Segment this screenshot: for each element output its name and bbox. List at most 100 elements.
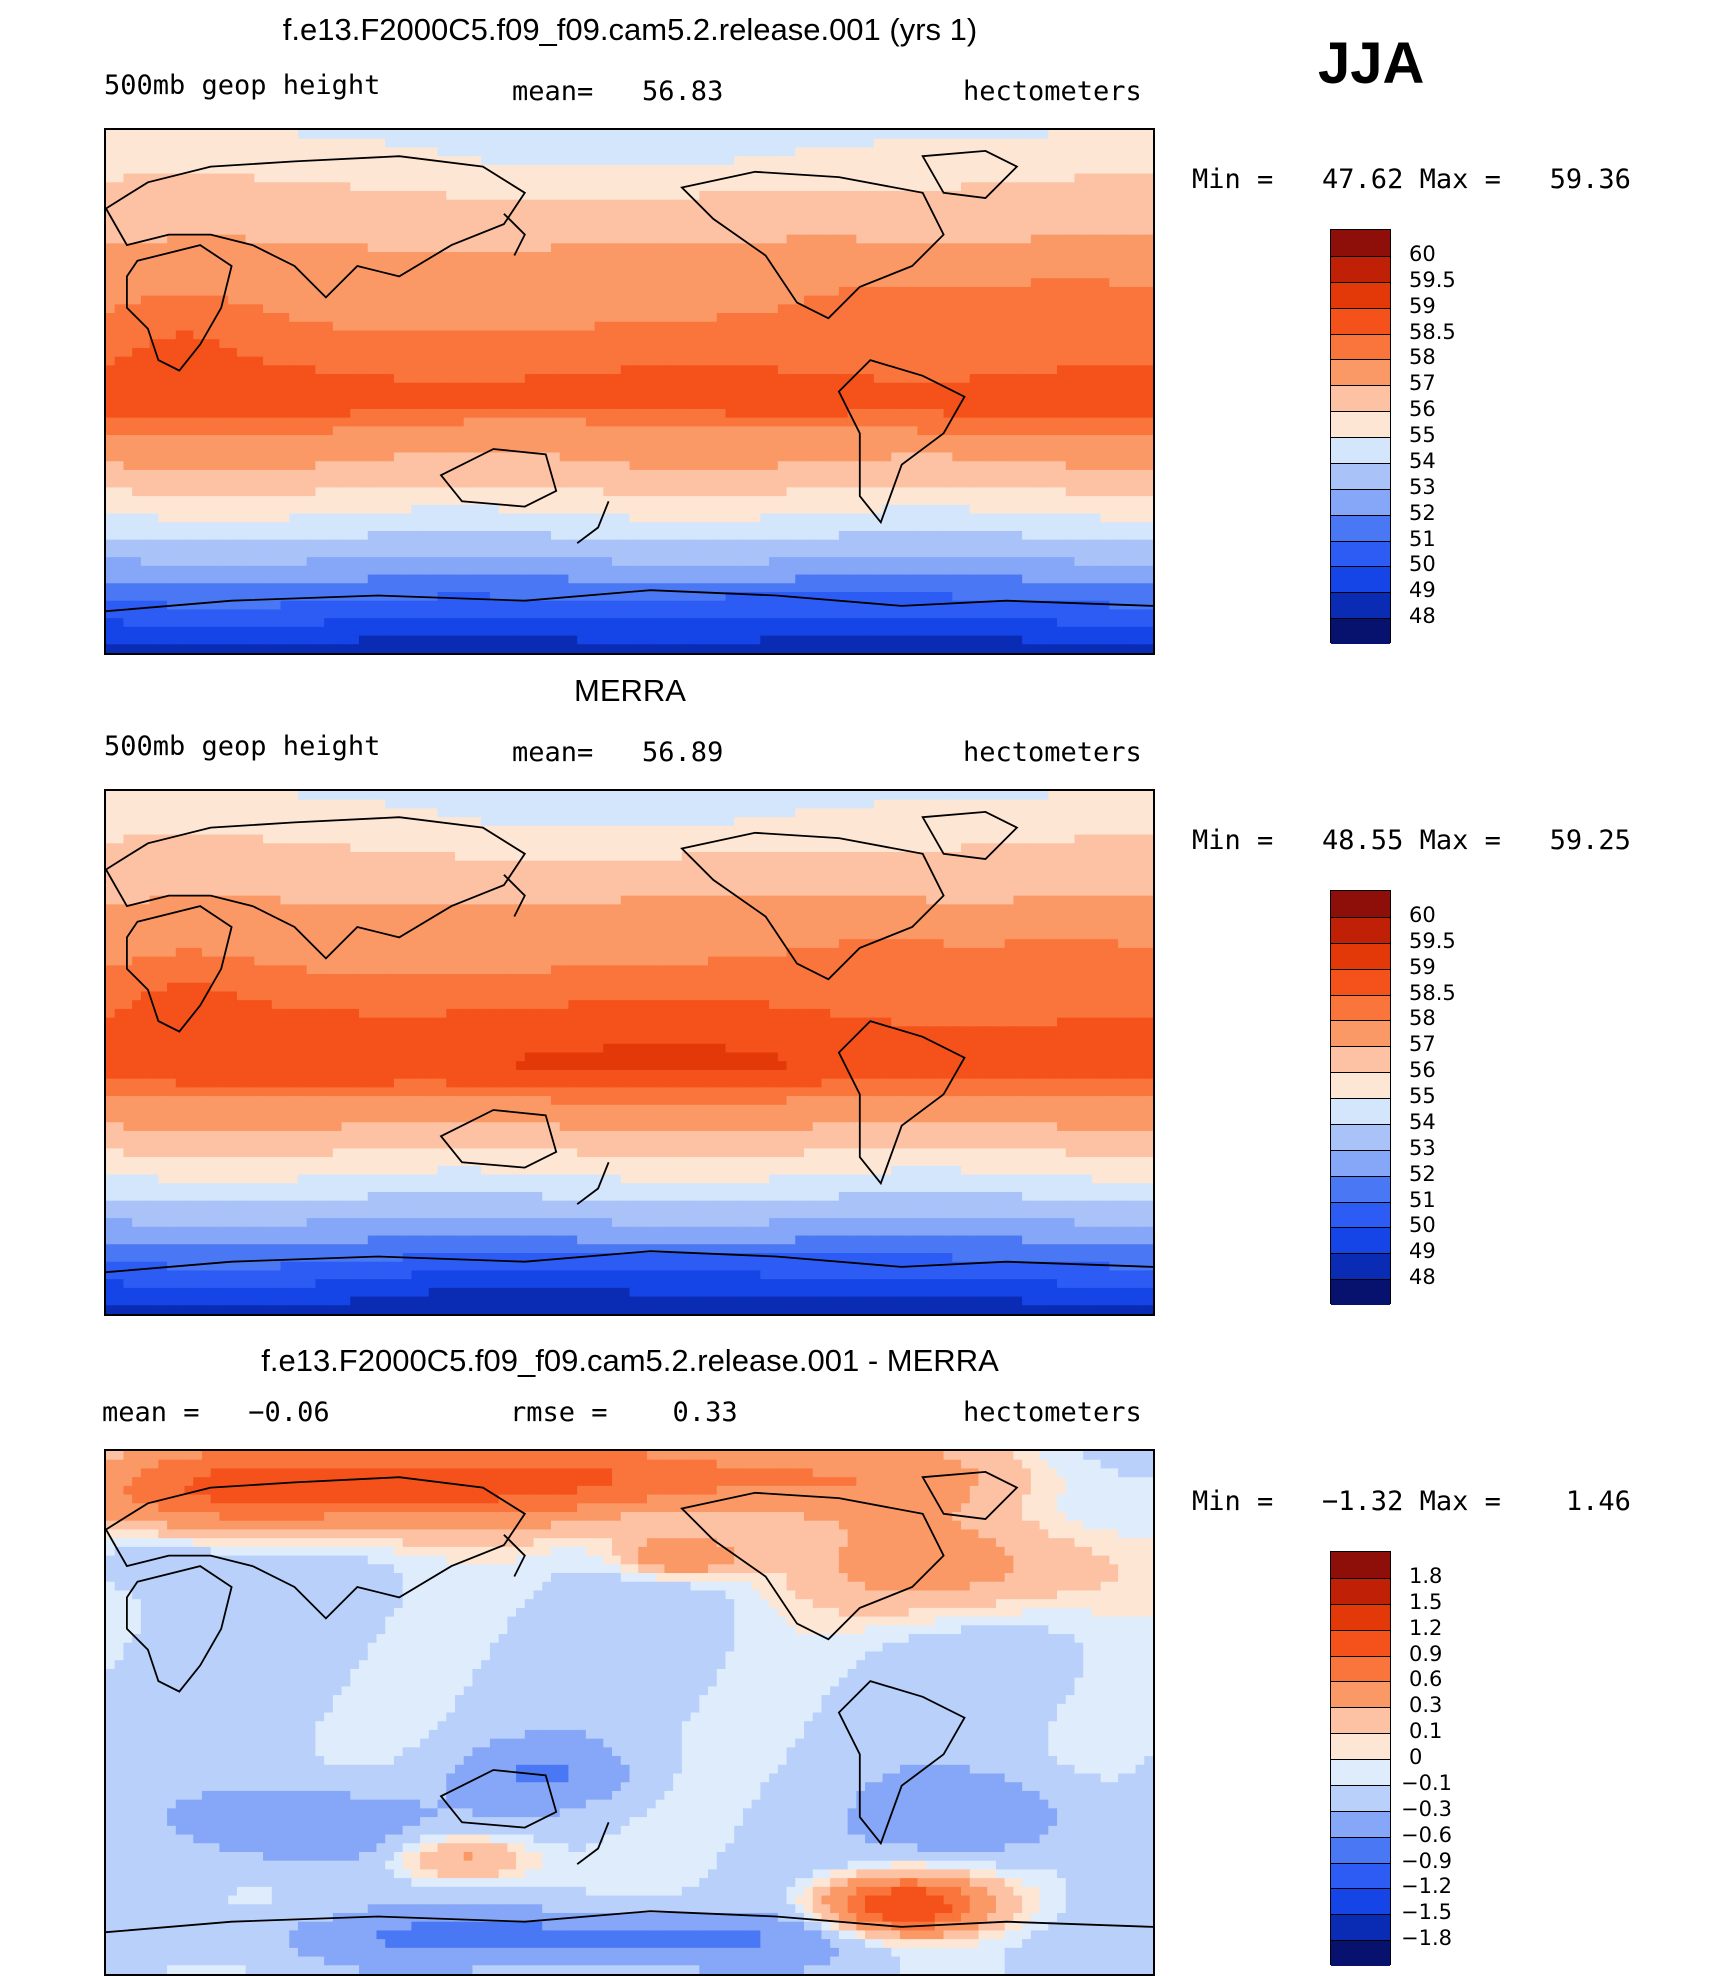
contour-cell bbox=[638, 225, 648, 236]
contour-cell bbox=[856, 173, 866, 183]
contour-cell bbox=[1126, 330, 1137, 340]
contour-cell bbox=[1083, 278, 1093, 288]
contour-cell bbox=[350, 217, 360, 227]
contour-cell bbox=[812, 347, 823, 358]
contour-cell bbox=[359, 295, 369, 305]
contour-cell bbox=[629, 130, 639, 140]
contour-cell bbox=[1013, 452, 1023, 462]
contour-cell bbox=[158, 374, 168, 384]
contour-cell bbox=[1013, 182, 1023, 192]
contour-cell bbox=[1065, 356, 1076, 366]
contour-cell bbox=[350, 191, 360, 201]
contour-cell bbox=[585, 469, 596, 480]
contour-cell bbox=[559, 286, 570, 297]
contour-cell bbox=[699, 156, 709, 166]
contour-cell bbox=[263, 269, 273, 279]
contour-cell bbox=[838, 417, 849, 427]
contour-cell bbox=[1057, 234, 1067, 244]
contour-cell bbox=[280, 374, 290, 384]
contour-cell bbox=[367, 252, 378, 262]
contour-cell bbox=[856, 234, 866, 244]
contour-cell bbox=[708, 435, 718, 445]
contour-cell bbox=[612, 365, 622, 375]
contour-cell bbox=[847, 435, 857, 445]
contour-cell bbox=[568, 313, 578, 323]
contour-cell bbox=[455, 478, 465, 488]
contour-cell bbox=[236, 330, 247, 340]
contour-cell bbox=[315, 408, 325, 419]
contour-cell bbox=[550, 365, 561, 375]
contour-cell bbox=[149, 487, 159, 497]
contour-cell bbox=[1126, 408, 1137, 419]
contour-cell bbox=[699, 313, 709, 323]
contour-cell bbox=[271, 391, 282, 401]
contour-cell bbox=[690, 374, 700, 384]
contour-cell bbox=[638, 487, 648, 497]
contour-cell bbox=[1057, 330, 1067, 340]
contour-cell bbox=[367, 225, 378, 236]
contour-cell bbox=[655, 130, 665, 140]
contour-cell bbox=[132, 347, 142, 358]
contour-cell bbox=[201, 469, 212, 480]
contour-cell bbox=[297, 130, 308, 140]
contour-cell bbox=[1126, 452, 1137, 462]
contour-cell bbox=[934, 278, 945, 288]
contour-cell bbox=[699, 435, 709, 445]
contour-cell bbox=[306, 295, 316, 305]
contour-cell bbox=[158, 391, 168, 401]
contour-cell bbox=[1030, 199, 1041, 210]
contour-cell bbox=[297, 339, 308, 349]
contour-cell bbox=[463, 225, 474, 236]
contour-cell bbox=[149, 182, 159, 192]
contour-cell bbox=[708, 260, 718, 271]
contour-cell bbox=[1057, 339, 1067, 349]
contour-cell bbox=[149, 321, 159, 332]
contour-cell bbox=[193, 191, 203, 201]
contour-cell bbox=[559, 356, 570, 366]
contour-cell bbox=[830, 313, 840, 323]
contour-cell bbox=[882, 356, 892, 366]
contour-cell bbox=[1091, 339, 1102, 349]
contour-cell bbox=[664, 469, 674, 480]
contour-cell bbox=[507, 313, 517, 323]
contour-cell bbox=[175, 356, 186, 366]
contour-cell bbox=[769, 260, 779, 271]
contour-cell bbox=[777, 365, 788, 375]
contour-cell bbox=[184, 199, 194, 210]
contour-cell bbox=[969, 400, 980, 410]
contour-cell bbox=[524, 199, 535, 210]
contour-cell bbox=[908, 286, 919, 297]
contour-cell bbox=[350, 173, 360, 183]
contour-cell bbox=[1135, 443, 1145, 454]
contour-cell bbox=[646, 374, 657, 384]
contour-cell bbox=[1118, 408, 1128, 419]
contour-cell bbox=[184, 225, 194, 236]
contour-cell bbox=[324, 304, 334, 314]
contour-cell bbox=[367, 269, 378, 279]
contour-cell bbox=[201, 374, 212, 384]
contour-cell bbox=[795, 234, 805, 244]
contour-cell bbox=[760, 330, 770, 340]
contour-cell bbox=[978, 147, 988, 157]
contour-cell bbox=[943, 452, 953, 462]
contour-cell bbox=[638, 173, 648, 183]
contour-cell bbox=[315, 243, 325, 253]
contour-cell bbox=[908, 304, 919, 314]
contour-cell bbox=[760, 208, 770, 218]
contour-cell bbox=[524, 461, 535, 471]
contour-cell bbox=[428, 374, 439, 384]
contour-cell bbox=[158, 156, 168, 166]
contour-cell bbox=[891, 330, 901, 340]
contour-cell bbox=[559, 365, 570, 375]
contour-cell bbox=[699, 400, 709, 410]
contour-cell bbox=[1004, 382, 1014, 393]
contour-cell bbox=[210, 400, 221, 410]
contour-cell bbox=[1118, 191, 1128, 201]
contour-cell bbox=[167, 156, 177, 166]
contour-cell bbox=[489, 147, 500, 157]
contour-cell bbox=[324, 138, 334, 149]
contour-cell bbox=[341, 278, 351, 288]
contour-cell bbox=[280, 173, 290, 183]
contour-cell bbox=[699, 391, 709, 401]
contour-cell bbox=[795, 347, 805, 358]
